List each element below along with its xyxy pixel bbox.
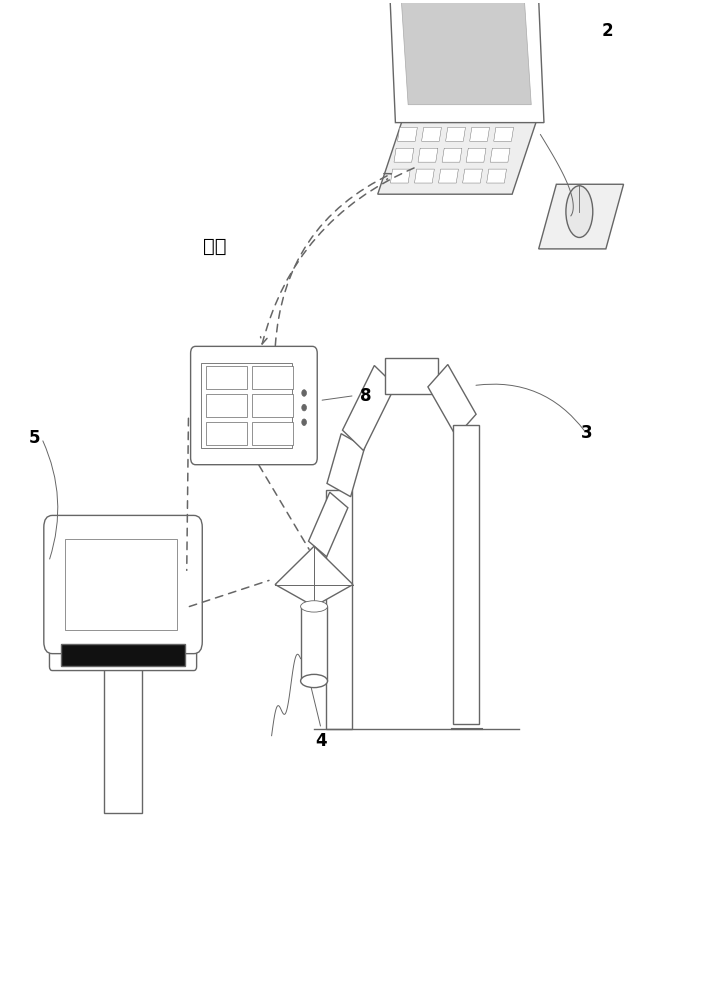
Bar <box>206 366 247 389</box>
Ellipse shape <box>301 674 327 688</box>
Circle shape <box>302 419 307 426</box>
Bar <box>61 644 185 666</box>
Text: 3: 3 <box>580 424 593 442</box>
Bar <box>65 539 177 630</box>
Polygon shape <box>442 148 462 162</box>
Polygon shape <box>446 127 466 141</box>
Polygon shape <box>342 366 395 451</box>
Polygon shape <box>466 148 486 162</box>
FancyBboxPatch shape <box>49 638 197 671</box>
Circle shape <box>302 404 307 411</box>
Bar <box>252 422 293 445</box>
Polygon shape <box>491 148 510 162</box>
Polygon shape <box>418 148 438 162</box>
Polygon shape <box>453 425 479 724</box>
Polygon shape <box>394 148 414 162</box>
Polygon shape <box>493 127 513 141</box>
Text: 4: 4 <box>315 732 327 750</box>
Polygon shape <box>438 169 458 183</box>
Polygon shape <box>463 169 483 183</box>
Polygon shape <box>327 434 365 497</box>
Polygon shape <box>385 358 438 394</box>
Polygon shape <box>470 127 490 141</box>
Polygon shape <box>309 492 348 557</box>
Text: 网络: 网络 <box>203 237 227 256</box>
Ellipse shape <box>301 601 327 612</box>
Polygon shape <box>378 120 537 194</box>
Polygon shape <box>428 365 476 437</box>
Bar <box>206 394 247 417</box>
FancyBboxPatch shape <box>190 346 317 465</box>
Text: 5: 5 <box>29 429 41 447</box>
Bar <box>252 394 293 417</box>
Polygon shape <box>326 490 352 729</box>
Circle shape <box>302 390 307 396</box>
Polygon shape <box>391 169 410 183</box>
Text: 8: 8 <box>359 387 371 405</box>
Polygon shape <box>538 184 624 249</box>
Bar <box>103 654 143 813</box>
Polygon shape <box>398 127 417 141</box>
Bar <box>201 363 292 448</box>
Ellipse shape <box>566 186 593 237</box>
Polygon shape <box>389 0 544 123</box>
Polygon shape <box>421 127 441 141</box>
Bar <box>252 366 293 389</box>
Bar <box>301 606 327 681</box>
Polygon shape <box>487 169 506 183</box>
Text: 2: 2 <box>602 22 613 40</box>
Polygon shape <box>400 0 531 105</box>
Bar <box>206 422 247 445</box>
FancyBboxPatch shape <box>43 515 202 654</box>
Polygon shape <box>414 169 434 183</box>
Polygon shape <box>275 546 353 606</box>
